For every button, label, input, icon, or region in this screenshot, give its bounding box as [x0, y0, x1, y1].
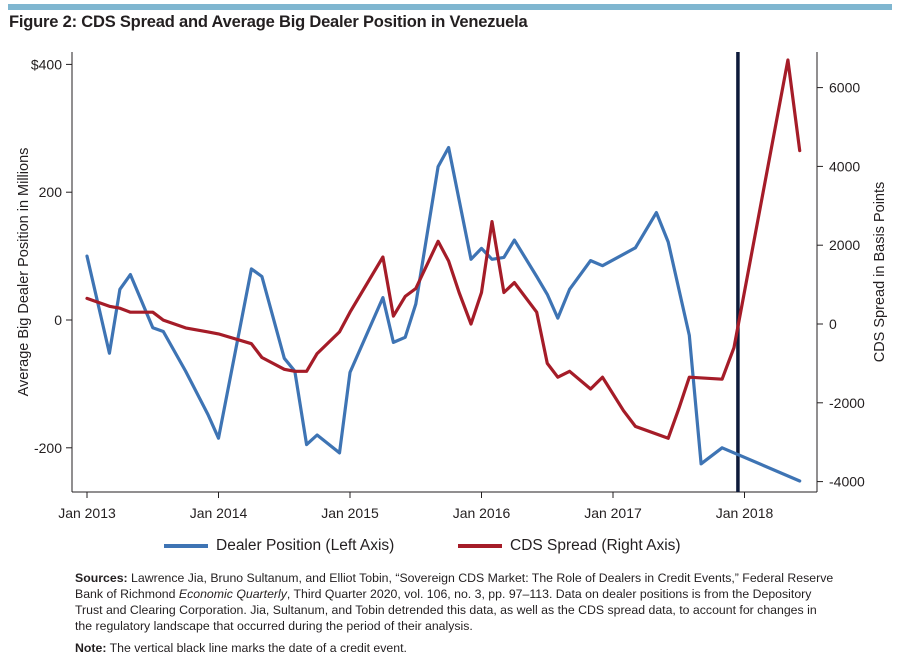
legend-label-dealer: Dealer Position (Left Axis)	[216, 537, 395, 554]
x-tick-label-3: Jan 2016	[453, 505, 511, 521]
line-chart: Jan 2013 Jan 2014 Jan 2015 Jan 2016 Jan 2017…	[16, 52, 888, 521]
note-text: The vertical black line marks the date o…	[106, 641, 407, 655]
y-right-axis-title: CDS Spread in Basis Points	[872, 182, 888, 363]
legend-item-cds: CDS Spread (Right Axis)	[458, 537, 681, 555]
figure-title: Figure 2: CDS Spread and Average Big Dea…	[9, 13, 528, 31]
figure-notes: Sources: Lawrence Jia, Bruno Sultanum, a…	[75, 570, 835, 656]
sources-journal: Economic Quarterly	[178, 587, 287, 601]
x-tick-label-4: Jan 2017	[584, 505, 642, 521]
y-left-tick-label-1: 200	[39, 184, 63, 200]
legend-swatch-cds	[458, 544, 502, 548]
y-right-tick-label-5: -4000	[829, 474, 865, 490]
note-label: Note:	[75, 641, 107, 655]
note-paragraph: Note: The vertical black line marks the …	[75, 640, 835, 656]
dealer-position-line	[85, 145, 802, 483]
y-right-tick-label-1: 4000	[829, 158, 860, 174]
legend-item-dealer: Dealer Position (Left Axis)	[164, 537, 394, 555]
chart-legend: Dealer Position (Left Axis) CDS Spread (…	[0, 537, 900, 559]
x-tick-label-0: Jan 2013	[58, 505, 116, 521]
y-left-tick-label-0: $400	[31, 56, 62, 72]
sources-text-1: Lawrence Jia, Bruno Sultanum, and Elliot…	[75, 571, 834, 601]
y-left-axis-title: Average Big Dealer Position in Millions	[16, 148, 32, 397]
x-tick-label-1: Jan 2014	[190, 505, 248, 521]
cds-spread-line	[85, 58, 802, 440]
x-tick-label-2: Jan 2015	[321, 505, 379, 521]
y-left-tick-label-3: -200	[34, 440, 62, 456]
y-right-tick-label-4: -2000	[829, 395, 865, 411]
top-accent-bar	[8, 4, 892, 10]
sources-text-2: , Third Quarter 2020, vol. 106, no. 3, p…	[75, 587, 817, 633]
y-right-tick-label-2: 2000	[829, 237, 860, 253]
sources-label: Sources:	[75, 571, 128, 585]
y-right-tick-label-3: 0	[829, 316, 837, 332]
sources-paragraph: Sources: Lawrence Jia, Bruno Sultanum, a…	[75, 570, 835, 634]
legend-label-cds: CDS Spread (Right Axis)	[510, 537, 681, 554]
legend-swatch-dealer	[164, 544, 208, 548]
y-left-tick-label-2: 0	[54, 312, 62, 328]
x-tick-label-5: Jan 2018	[716, 505, 774, 521]
y-right-tick-label-0: 6000	[829, 80, 860, 96]
